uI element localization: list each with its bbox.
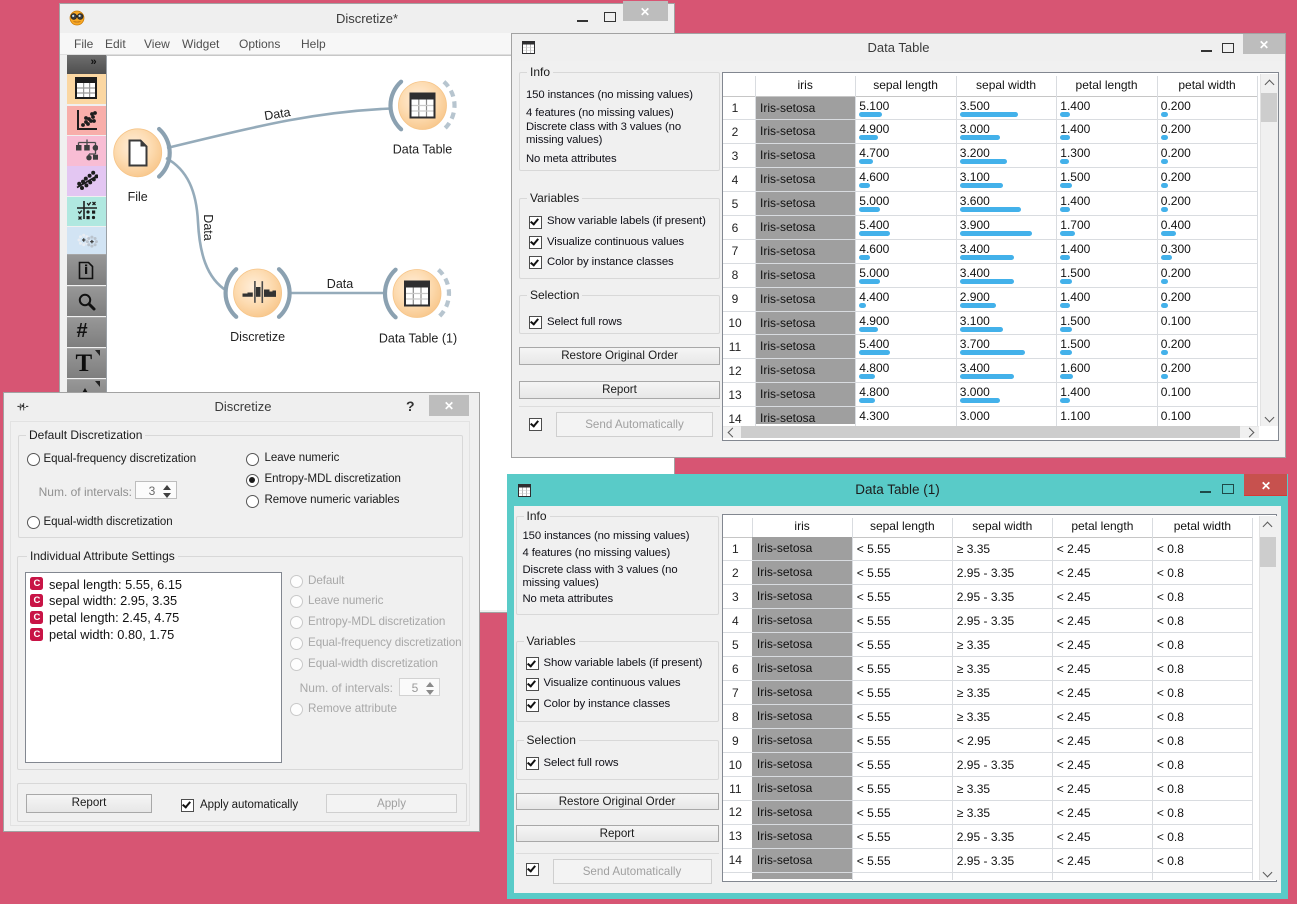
- svg-text:Discretize: Discretize: [230, 330, 285, 344]
- svg-text:Data: Data: [327, 277, 353, 291]
- svg-text:File: File: [128, 190, 148, 204]
- svg-text:Data Table: Data Table: [393, 143, 453, 157]
- svg-text:Data: Data: [263, 105, 291, 123]
- svg-text:Data Table (1): Data Table (1): [379, 332, 457, 346]
- svg-text:Data: Data: [201, 214, 215, 240]
